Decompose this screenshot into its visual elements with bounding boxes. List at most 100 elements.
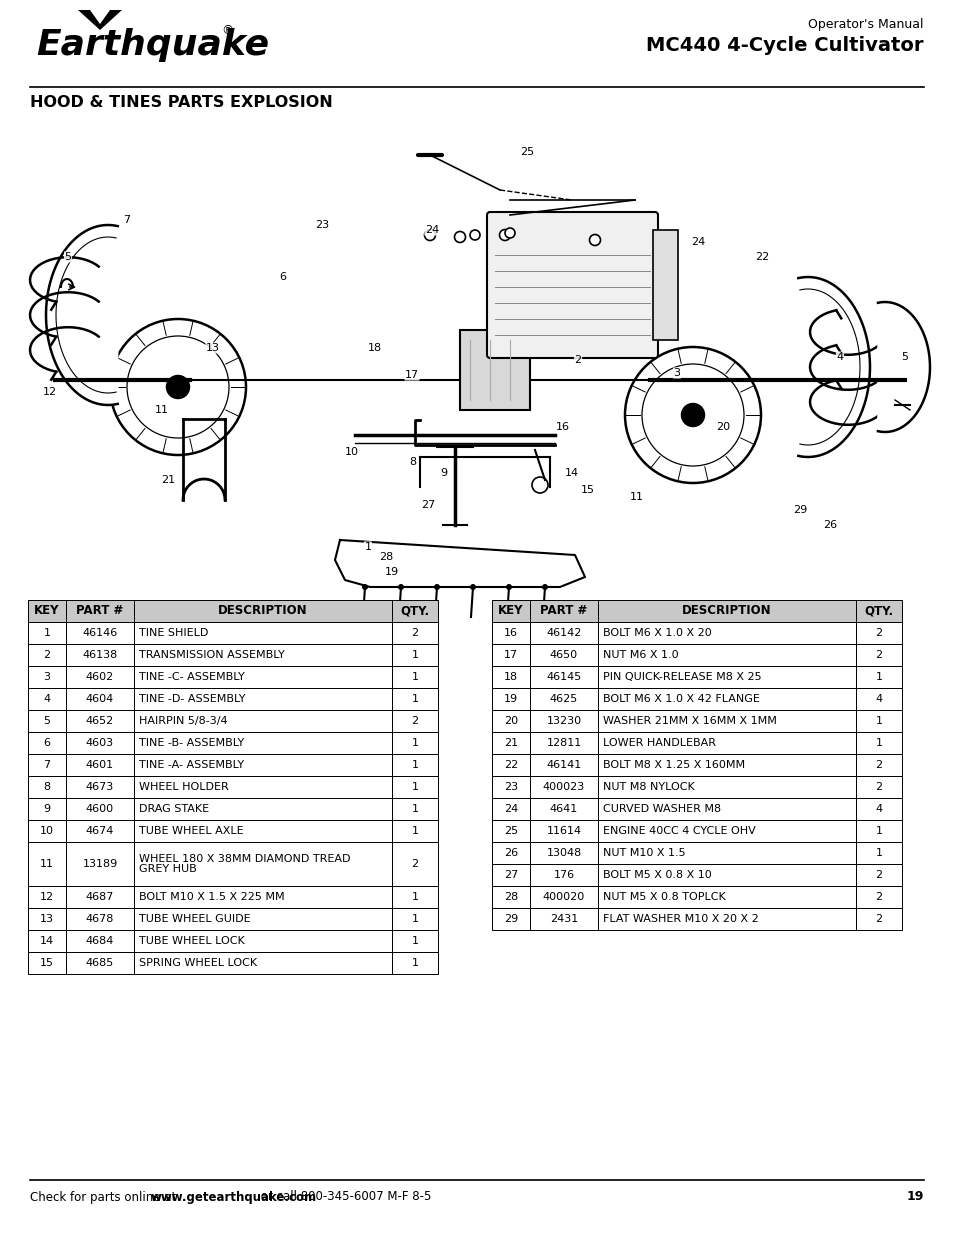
Text: 5: 5 (901, 352, 907, 362)
Text: 1: 1 (411, 804, 418, 814)
Circle shape (589, 235, 599, 246)
Bar (530, 885, 598, 908)
Circle shape (454, 231, 465, 242)
Bar (66, 666, 133, 688)
Bar (66, 732, 133, 755)
Text: 2: 2 (574, 354, 581, 366)
Text: 15: 15 (580, 485, 595, 495)
Bar (133, 688, 392, 710)
Text: 10: 10 (40, 826, 54, 836)
Text: KEY: KEY (34, 604, 60, 618)
Text: NUT M10 X 1.5: NUT M10 X 1.5 (602, 848, 685, 858)
Bar (598, 600, 855, 622)
Bar (530, 820, 598, 842)
Text: DESCRIPTION: DESCRIPTION (218, 604, 308, 618)
Text: 19: 19 (905, 1191, 923, 1203)
Text: 24: 24 (424, 225, 438, 235)
Text: BOLT M6 X 1.0 X 42 FLANGE: BOLT M6 X 1.0 X 42 FLANGE (602, 694, 760, 704)
Text: PART #: PART # (76, 604, 124, 618)
Text: 6: 6 (279, 272, 286, 282)
Bar (530, 908, 598, 930)
Text: BOLT M8 X 1.25 X 160MM: BOLT M8 X 1.25 X 160MM (602, 760, 744, 769)
Bar (530, 688, 598, 710)
Bar (492, 908, 530, 930)
Text: 3: 3 (44, 672, 51, 682)
Text: 23: 23 (503, 782, 517, 792)
Text: 4601: 4601 (86, 760, 114, 769)
Bar (855, 842, 901, 864)
Text: TINE -A- ASSEMBLY: TINE -A- ASSEMBLY (139, 760, 244, 769)
Bar (133, 820, 392, 842)
Bar (598, 732, 855, 755)
Bar (66, 930, 133, 952)
Text: 4650: 4650 (549, 650, 578, 659)
Text: 1: 1 (875, 826, 882, 836)
Text: WASHER 21MM X 16MM X 1MM: WASHER 21MM X 16MM X 1MM (602, 716, 776, 726)
Text: 46146: 46146 (82, 629, 117, 638)
Bar (492, 710, 530, 732)
Bar (530, 600, 598, 622)
Text: 4602: 4602 (86, 672, 114, 682)
Bar (598, 755, 855, 776)
Text: BOLT M6 X 1.0 X 20: BOLT M6 X 1.0 X 20 (602, 629, 711, 638)
Text: KEY: KEY (497, 604, 523, 618)
Text: 27: 27 (420, 500, 435, 510)
Bar (598, 710, 855, 732)
Bar (492, 842, 530, 864)
Bar (855, 622, 901, 643)
Text: 22: 22 (503, 760, 517, 769)
Bar (598, 688, 855, 710)
Text: PIN QUICK-RELEASE M8 X 25: PIN QUICK-RELEASE M8 X 25 (602, 672, 760, 682)
Text: 4600: 4600 (86, 804, 114, 814)
Bar (392, 776, 437, 798)
Circle shape (434, 584, 439, 590)
Text: 46142: 46142 (546, 629, 581, 638)
Text: 13189: 13189 (82, 860, 117, 869)
Text: 21: 21 (503, 739, 517, 748)
Bar (492, 798, 530, 820)
Text: WHEEL HOLDER: WHEEL HOLDER (139, 782, 229, 792)
Bar (133, 622, 392, 643)
Bar (392, 755, 437, 776)
Text: 4685: 4685 (86, 958, 114, 968)
Text: 2: 2 (411, 716, 418, 726)
Text: 8: 8 (44, 782, 51, 792)
Text: 13048: 13048 (546, 848, 581, 858)
Bar (66, 622, 133, 643)
Text: 1: 1 (364, 542, 371, 552)
Text: ®: ® (221, 23, 233, 37)
Text: DRAG STAKE: DRAG STAKE (139, 804, 209, 814)
Text: 16: 16 (503, 629, 517, 638)
Bar (133, 776, 392, 798)
Bar (392, 666, 437, 688)
Text: 2: 2 (875, 892, 882, 902)
Text: TRANSMISSION ASSEMBLY: TRANSMISSION ASSEMBLY (139, 650, 284, 659)
Text: 2431: 2431 (549, 914, 578, 924)
Text: 2: 2 (875, 760, 882, 769)
Text: 4603: 4603 (86, 739, 114, 748)
Bar (598, 842, 855, 864)
Bar (28, 710, 66, 732)
Bar (652, 230, 678, 340)
Text: 8: 8 (409, 457, 416, 467)
Bar (66, 885, 133, 908)
Bar (133, 732, 392, 755)
Bar (530, 755, 598, 776)
Text: 19: 19 (503, 694, 517, 704)
Text: www.getearthquake.com: www.getearthquake.com (150, 1191, 315, 1203)
Bar (530, 710, 598, 732)
Text: 1: 1 (411, 672, 418, 682)
Text: 2: 2 (875, 650, 882, 659)
Bar (530, 666, 598, 688)
Bar (392, 952, 437, 974)
Bar (392, 688, 437, 710)
Bar (392, 820, 437, 842)
Bar (28, 622, 66, 643)
Bar (66, 776, 133, 798)
Bar (530, 776, 598, 798)
Text: 2: 2 (875, 629, 882, 638)
Bar (598, 885, 855, 908)
Bar (855, 755, 901, 776)
Text: 12811: 12811 (546, 739, 581, 748)
Text: 23: 23 (314, 220, 329, 230)
